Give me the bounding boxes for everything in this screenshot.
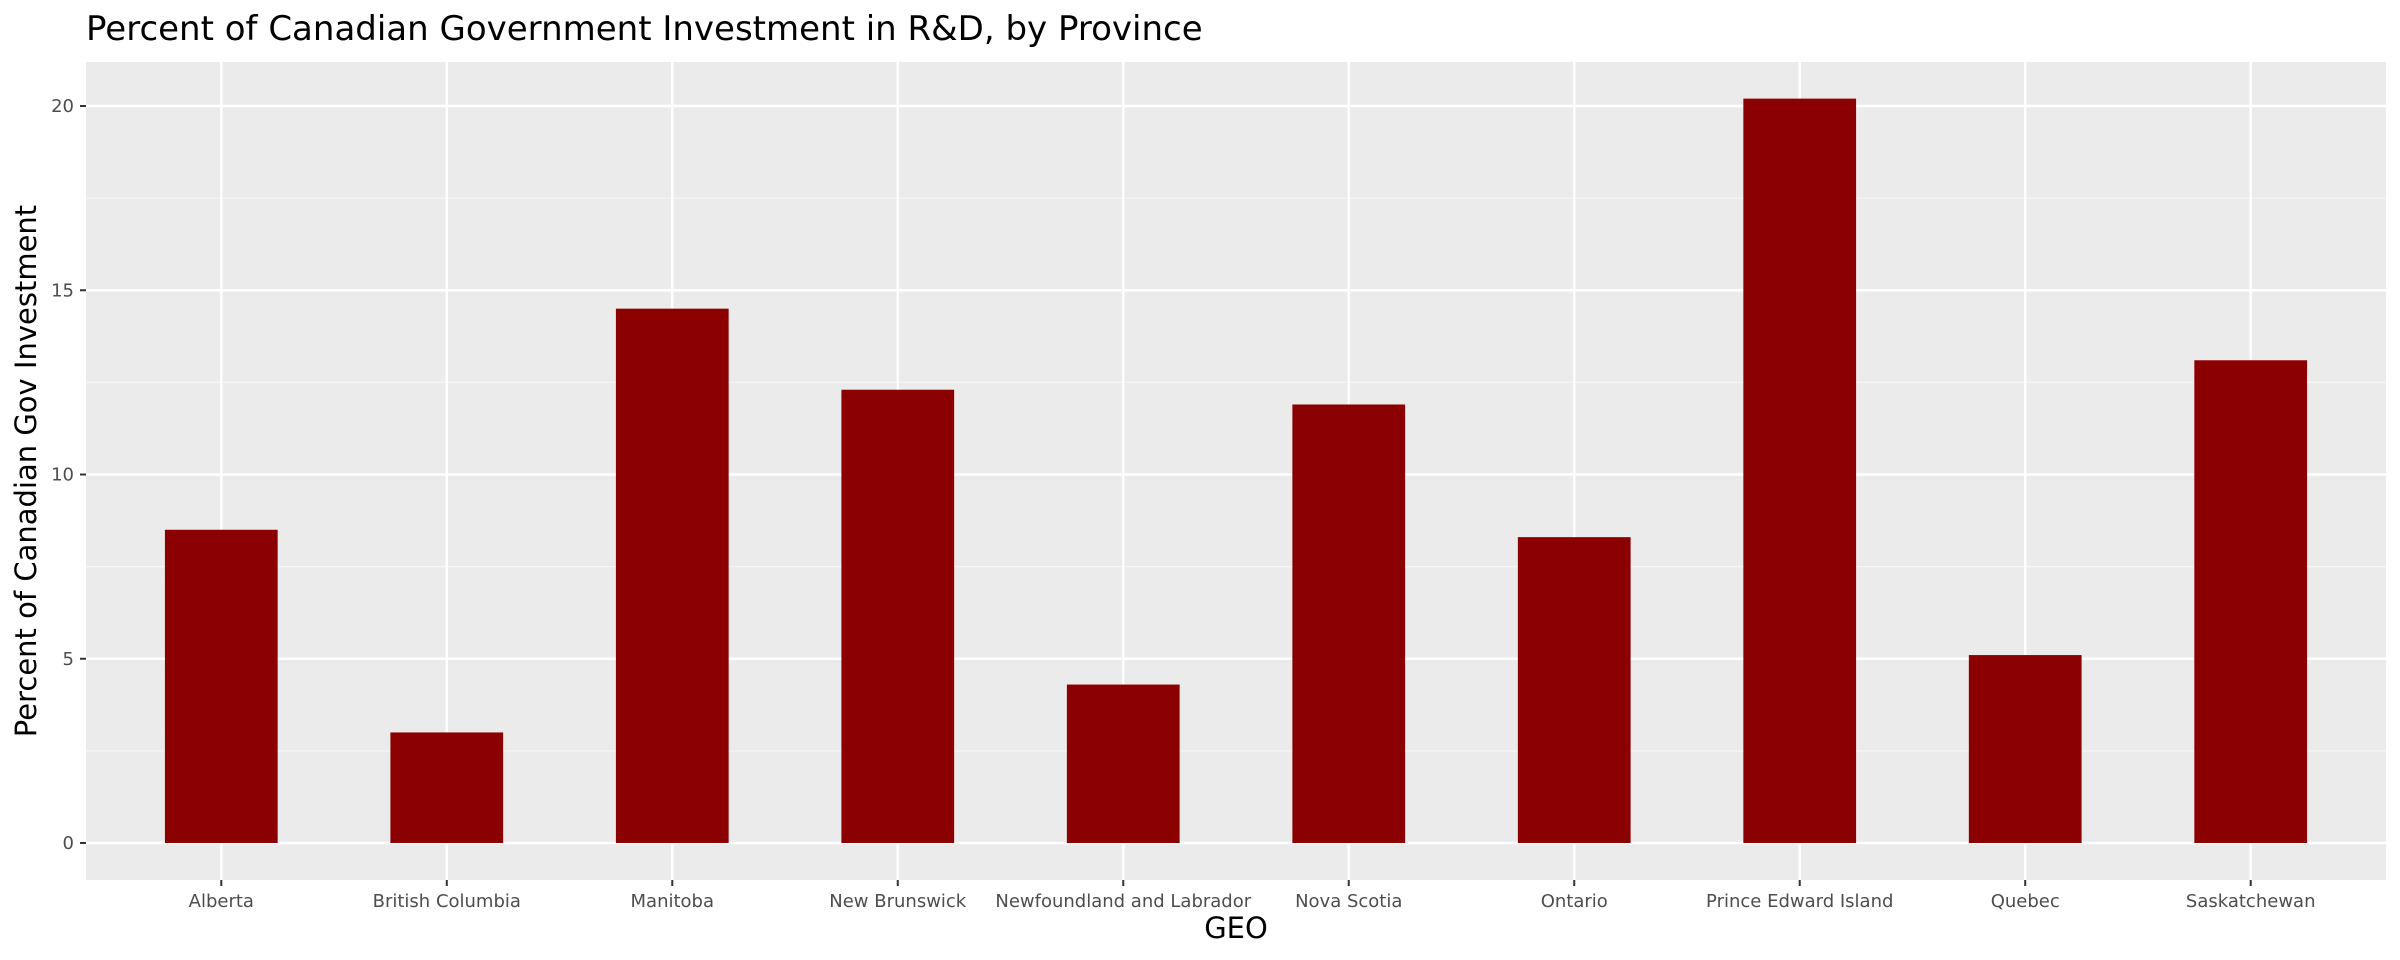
- y-tick-label: 20: [51, 96, 74, 117]
- bar: [1517, 537, 1631, 843]
- y-tick-label: 5: [63, 649, 74, 670]
- y-tick-label: 10: [51, 465, 74, 486]
- bar: [1066, 684, 1180, 843]
- bar: [1743, 98, 1857, 843]
- y-axis: 0 5 10 15 20: [51, 96, 86, 854]
- x-tick-label: Quebec: [1991, 891, 2060, 912]
- chart-title: Percent of Canadian Government Investmen…: [86, 9, 1203, 49]
- x-tick-label: Prince Edward Island: [1706, 891, 1893, 912]
- x-tick-label: Alberta: [189, 891, 254, 912]
- bar: [615, 308, 729, 843]
- x-tick-label: Manitoba: [631, 891, 715, 912]
- y-tick-label: 0: [63, 833, 74, 854]
- x-tick-label: New Brunswick: [829, 891, 967, 912]
- bar: [390, 732, 504, 843]
- bars: [164, 98, 2308, 843]
- bar: [1968, 655, 2082, 843]
- y-tick-label: 15: [51, 280, 74, 301]
- bar: [1292, 404, 1406, 843]
- bar: [841, 389, 955, 843]
- x-tick-label: British Columbia: [373, 891, 521, 912]
- y-axis-title: Percent of Canadian Gov Investment: [9, 205, 43, 737]
- x-axis-title: GEO: [1204, 911, 1268, 945]
- x-tick-label: Newfoundland and Labrador: [995, 891, 1251, 912]
- bar: [164, 529, 278, 843]
- x-tick-label: Ontario: [1541, 891, 1608, 912]
- bar: [2194, 360, 2308, 843]
- x-axis: Alberta British Columbia Manitoba New Bruns…: [189, 880, 2316, 912]
- x-tick-label: Saskatchewan: [2186, 891, 2316, 912]
- x-tick-label: Nova Scotia: [1295, 891, 1402, 912]
